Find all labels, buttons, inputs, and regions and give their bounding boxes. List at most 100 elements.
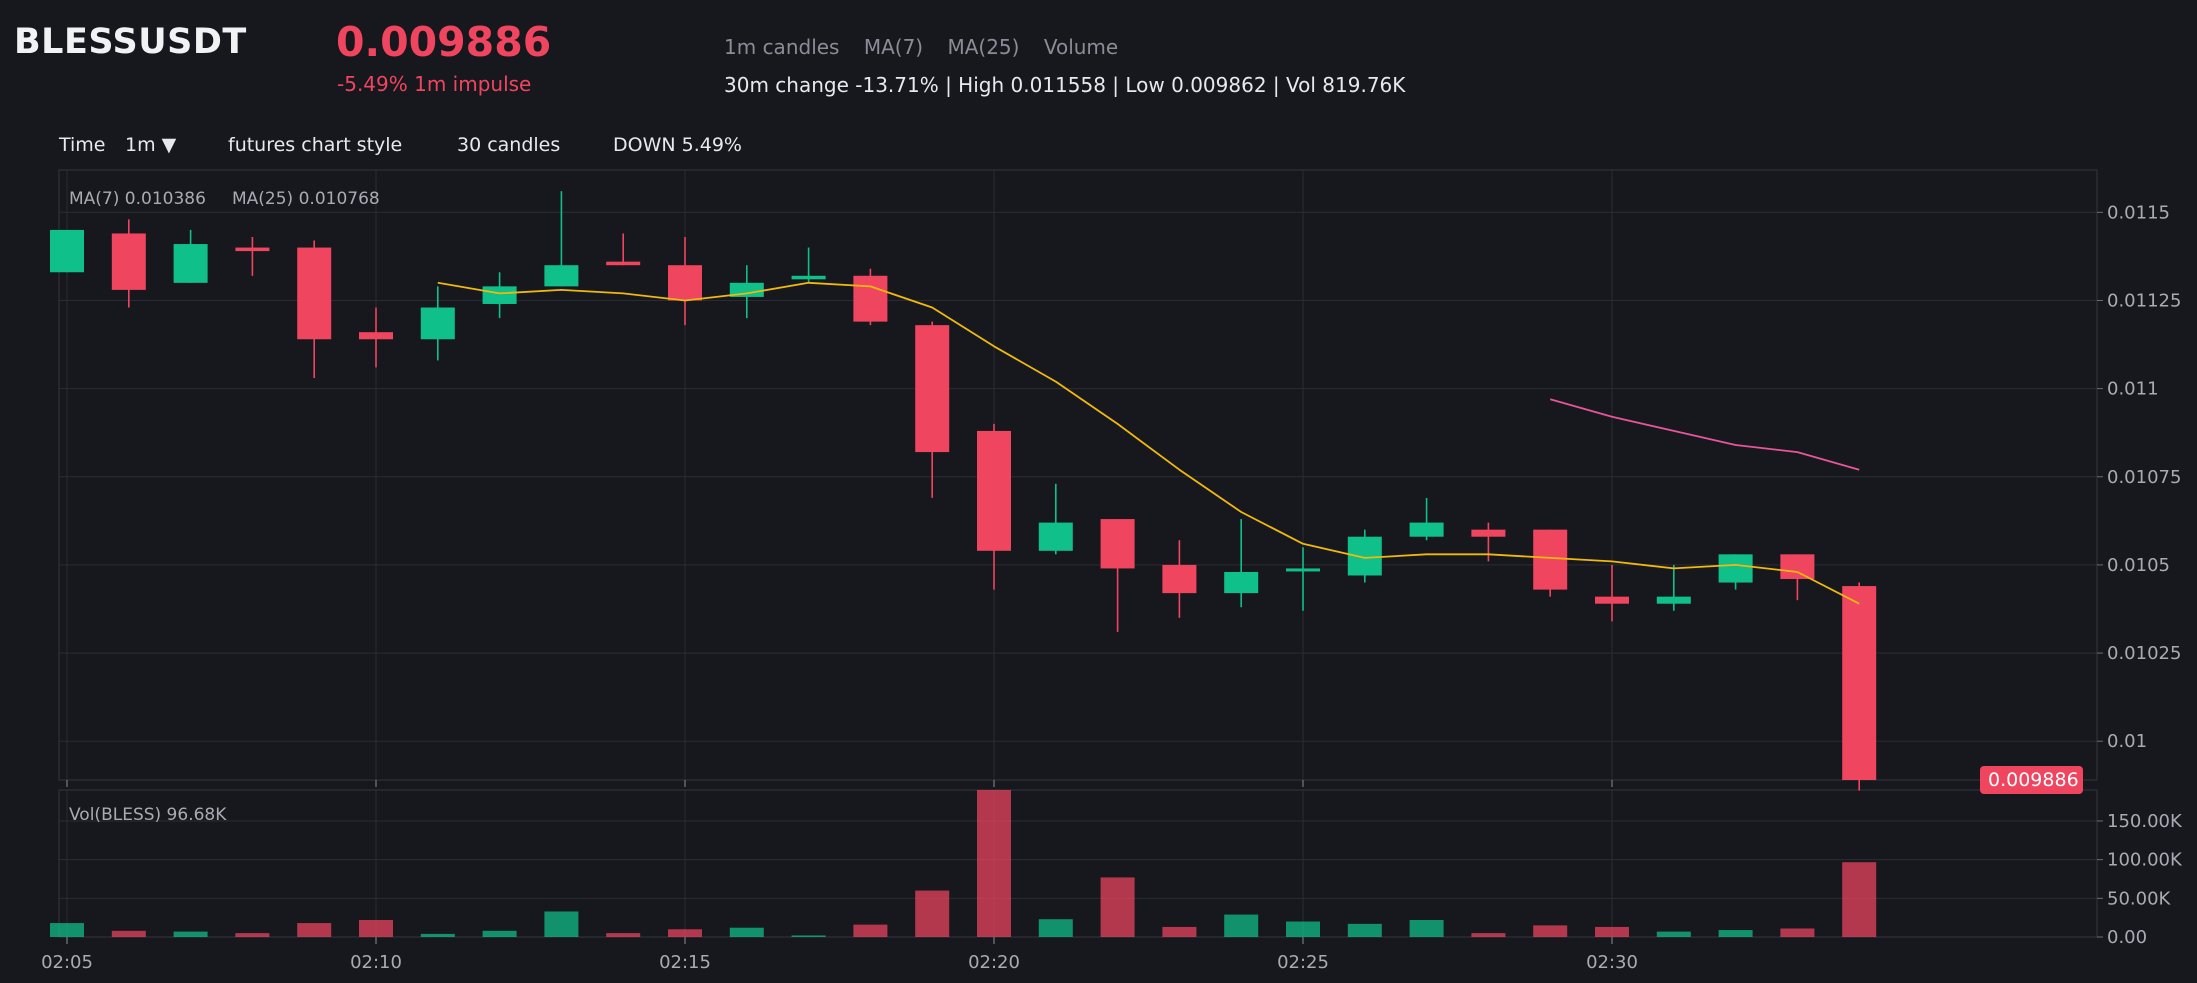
time-tick-label: 02:10 [350,952,402,973]
stats-summary: 30m change -13.71% | High 0.011558 | Low… [724,73,1406,97]
impulse-change: -5.49% 1m impulse [337,72,532,96]
volume-bar [1038,919,1073,937]
time-tick-label: 02:25 [1277,952,1329,973]
volume-value-label: Vol(BLESS) 96.68K [69,805,227,825]
volume-bar [915,890,950,937]
candle-body [235,247,270,252]
ma25-value-label: MA(25) 0.010768 [232,189,380,209]
candle-body [1595,596,1629,604]
volume-bar [606,933,641,937]
volume-bar [668,929,702,937]
volume-bar [1471,933,1506,937]
candle-body [915,325,950,453]
volume-bar [1409,919,1444,937]
time-tick-label: 02:30 [1586,952,1638,973]
volume-bar [482,930,517,937]
volume-tick-label: 150.00K [2107,811,2183,832]
volume-bar [297,923,332,937]
axes: 0.01 0.01025 0.0105 0.01075 0.011 0.01125 0.01… [41,202,2183,973]
volume-bar [544,911,579,937]
chart-style-label[interactable]: futures chart style [228,134,403,156]
last-price: 0.009886 [336,18,552,66]
volume-bar [235,933,270,937]
symbol-title: BLESSUSDT [14,22,247,62]
volume-bar [729,927,764,937]
indicator-legend: 1m candles MA(7) MA(25) Volume [724,35,1136,59]
candle-body [482,286,517,304]
price-tick-label: 0.0105 [2107,555,2170,576]
candle-body [1533,529,1568,590]
volume-bar [111,930,146,937]
price-tick-label: 0.01 [2107,731,2147,752]
volume-bar [791,935,826,937]
volume-bar [50,923,84,937]
candle-body [420,307,455,340]
candle-body [977,430,1011,551]
volume-bars [50,790,1877,937]
candle-body [111,233,146,290]
volume-tick-label: 50.00K [2107,888,2172,909]
last-price-tag-text: 0.009886 [1988,769,2079,791]
volume-bar [977,790,1011,937]
candle-body [1162,564,1197,594]
price-tick-label: 0.011 [2107,379,2159,400]
candle-body [1656,596,1691,604]
candle-body [1224,571,1259,594]
ma25-line [1549,398,1860,471]
volume-bar [1780,928,1815,937]
interval-dropdown[interactable]: 1m ▼ [125,134,177,156]
volume-tick-label: 100.00K [2107,850,2183,871]
candle-count-label: 30 candles [457,134,561,156]
volume-bar [1224,914,1259,937]
volume-bar [1286,921,1320,937]
direction-label: DOWN 5.49% [613,134,742,156]
grid [59,170,2097,938]
volume-bar [1533,925,1568,937]
time-tick-label: 02:05 [41,952,93,973]
price-tick-label: 0.01025 [2107,643,2181,664]
volume-bar [359,919,393,937]
volume-bar [1595,926,1629,937]
candle-body [668,265,702,301]
volume-bar [1162,926,1197,937]
price-tick-label: 0.0115 [2107,202,2170,223]
candle-body [1409,522,1444,537]
ma7-line [437,281,1860,605]
volume-bar [1718,930,1753,937]
volume-bar [1656,931,1691,937]
candle-body [173,244,208,283]
volume-bar [853,924,888,937]
time-tick-label: 02:15 [659,952,711,973]
legend-volume: Volume [1043,35,1119,59]
candle-body [544,265,579,287]
time-tick-label: 02:20 [968,952,1020,973]
volume-bar [1347,923,1382,937]
price-tick-label: 0.01125 [2107,290,2181,311]
candle-body [1286,568,1320,572]
volume-tick-label: 0.00 [2107,927,2147,948]
time-label: Time [59,134,106,156]
candle-body [297,247,332,340]
legend-candles: 1m candles [724,35,840,59]
volume-bar [173,931,208,937]
candle-body [1842,586,1877,780]
last-price-tag: 0.009886 [1980,766,2083,794]
moving-averages [437,281,1860,605]
candle-body [50,229,84,273]
candle-body [1718,554,1753,583]
volume-bar [420,933,455,937]
candle-body [791,275,826,280]
legend-ma7: MA(7) [863,35,924,59]
candle-body [1780,554,1815,580]
price-panel-frame [58,169,2098,781]
volume-bar [1842,862,1877,937]
candles [50,191,1877,791]
volume-bar [1100,877,1135,937]
candle-body [729,282,764,297]
candle-body [1471,529,1506,537]
candle-body [359,332,393,340]
candle-body [853,275,888,322]
legend-ma25: MA(25) [947,35,1020,59]
candle-body [1038,522,1073,551]
